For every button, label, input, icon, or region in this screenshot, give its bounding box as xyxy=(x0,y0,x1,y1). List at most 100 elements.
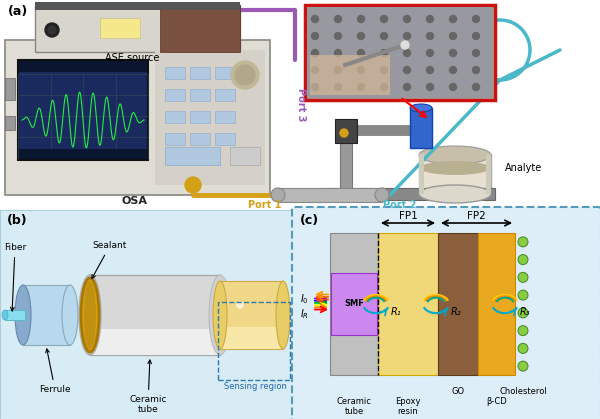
Bar xyxy=(478,233,515,375)
Circle shape xyxy=(335,67,341,73)
Bar xyxy=(165,89,185,101)
Text: R₃: R₃ xyxy=(520,307,530,317)
Ellipse shape xyxy=(2,310,8,320)
Circle shape xyxy=(518,326,528,336)
Text: Analyte: Analyte xyxy=(505,163,542,173)
Bar xyxy=(35,2,240,10)
Text: Ceramic
tube: Ceramic tube xyxy=(129,360,167,414)
Bar xyxy=(190,89,210,101)
Bar xyxy=(5,78,15,100)
Text: Sealant: Sealant xyxy=(92,241,127,279)
Circle shape xyxy=(427,67,433,73)
Circle shape xyxy=(340,129,348,137)
Circle shape xyxy=(380,33,388,39)
Circle shape xyxy=(473,33,479,39)
Circle shape xyxy=(335,49,341,57)
Ellipse shape xyxy=(15,285,31,345)
Text: (c): (c) xyxy=(300,214,319,227)
Text: Ferrule: Ferrule xyxy=(39,349,71,394)
Text: R₁: R₁ xyxy=(391,307,401,317)
Circle shape xyxy=(311,33,319,39)
Text: FP1: FP1 xyxy=(398,211,418,221)
Circle shape xyxy=(237,302,243,308)
Circle shape xyxy=(358,33,365,39)
Text: OSA: OSA xyxy=(122,196,148,206)
Ellipse shape xyxy=(375,188,389,202)
Circle shape xyxy=(311,16,319,23)
Circle shape xyxy=(380,67,388,73)
Circle shape xyxy=(473,83,479,91)
Bar xyxy=(5,116,15,130)
Text: β-CD: β-CD xyxy=(486,397,507,406)
Circle shape xyxy=(518,290,528,300)
Bar xyxy=(35,5,240,52)
Bar xyxy=(215,67,235,79)
Circle shape xyxy=(235,65,255,85)
Text: Ceramic
tube: Ceramic tube xyxy=(337,397,371,416)
Bar xyxy=(190,133,210,145)
Ellipse shape xyxy=(419,146,491,164)
Circle shape xyxy=(404,83,410,91)
Circle shape xyxy=(380,83,388,91)
Bar xyxy=(100,18,140,38)
Circle shape xyxy=(518,237,528,247)
Bar xyxy=(215,133,235,145)
Circle shape xyxy=(358,49,365,57)
Text: SMF: SMF xyxy=(344,300,364,308)
Circle shape xyxy=(311,49,319,57)
Circle shape xyxy=(185,177,201,193)
Bar xyxy=(378,233,438,375)
Text: Epoxy
resin: Epoxy resin xyxy=(395,397,421,416)
Ellipse shape xyxy=(420,161,490,175)
Text: R₂: R₂ xyxy=(451,307,461,317)
Circle shape xyxy=(404,67,410,73)
Bar xyxy=(19,61,147,72)
Text: GO: GO xyxy=(451,387,464,396)
Circle shape xyxy=(335,16,341,23)
Bar xyxy=(215,89,235,101)
Bar xyxy=(90,275,220,355)
Bar xyxy=(320,188,495,200)
Circle shape xyxy=(48,26,56,34)
Ellipse shape xyxy=(209,275,231,355)
Circle shape xyxy=(335,33,341,39)
Bar xyxy=(155,50,265,185)
Ellipse shape xyxy=(419,185,491,203)
Circle shape xyxy=(518,344,528,353)
Bar xyxy=(90,329,220,355)
Bar xyxy=(305,5,495,100)
Bar xyxy=(310,55,390,95)
Circle shape xyxy=(380,49,388,57)
Bar xyxy=(331,273,377,335)
Circle shape xyxy=(518,272,528,282)
Circle shape xyxy=(358,67,365,73)
Circle shape xyxy=(404,16,410,23)
Bar xyxy=(419,154,424,194)
Circle shape xyxy=(311,83,319,91)
Circle shape xyxy=(380,16,388,23)
Bar xyxy=(486,154,491,194)
Text: $I_R$: $I_R$ xyxy=(300,307,309,321)
Text: Port 1: Port 1 xyxy=(248,200,281,210)
Bar xyxy=(230,147,260,165)
Text: (a): (a) xyxy=(8,5,28,18)
Text: Port 2: Port 2 xyxy=(383,200,416,210)
Bar xyxy=(220,281,283,349)
Text: FP2: FP2 xyxy=(467,211,486,221)
Bar xyxy=(0,0,600,205)
Bar xyxy=(278,188,382,202)
Bar xyxy=(165,67,185,79)
FancyBboxPatch shape xyxy=(292,207,600,419)
Ellipse shape xyxy=(81,278,99,352)
Circle shape xyxy=(311,67,319,73)
Text: (b): (b) xyxy=(7,214,28,227)
Circle shape xyxy=(231,61,259,89)
Bar xyxy=(215,111,235,123)
Circle shape xyxy=(518,308,528,318)
Circle shape xyxy=(427,16,433,23)
Text: $I_0$: $I_0$ xyxy=(300,292,309,306)
Text: Port 3: Port 3 xyxy=(296,88,306,122)
Bar xyxy=(165,147,220,165)
Text: Fiber: Fiber xyxy=(4,243,26,311)
Ellipse shape xyxy=(410,104,432,112)
